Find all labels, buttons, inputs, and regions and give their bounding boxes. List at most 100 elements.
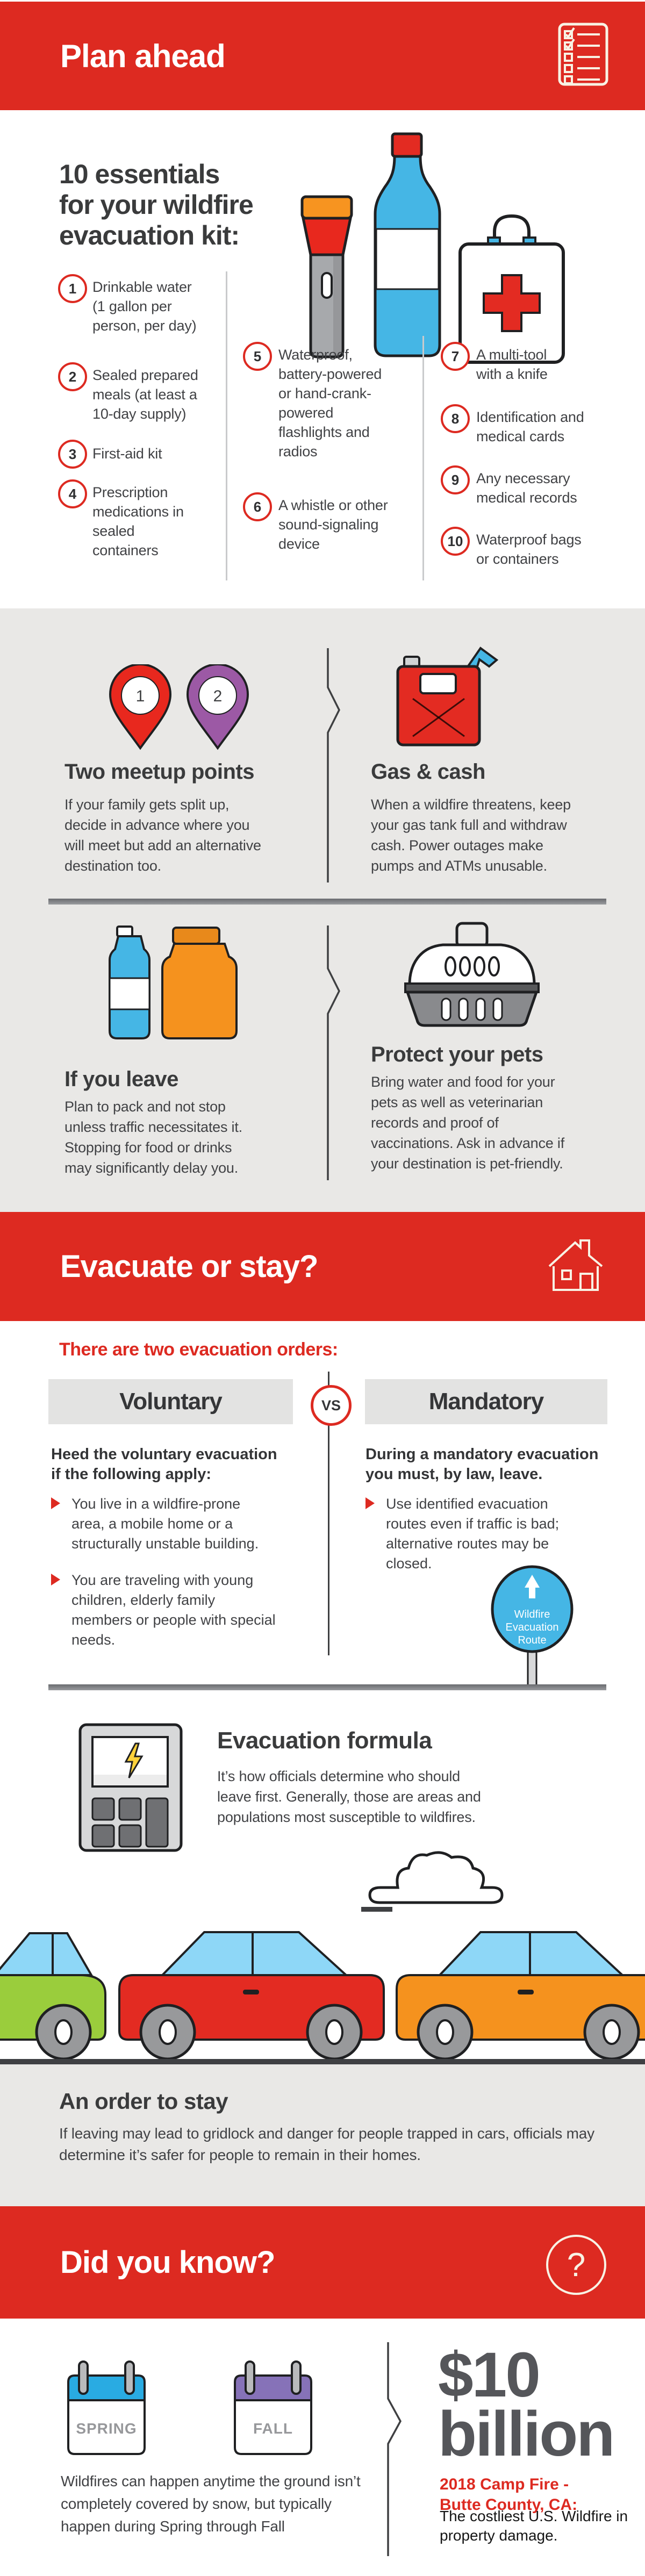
voluntary-bullet: You are traveling with young children, e… — [51, 1570, 277, 1650]
mandatory-bullet: Use identified evacuation routes even if… — [366, 1494, 584, 1574]
chevron-divider-icon — [387, 2342, 402, 2556]
evacuation-route-sign-icon: Wildfire Evacuation Route — [491, 1565, 574, 1687]
red-car-icon — [118, 1931, 385, 2059]
calendar-label: SPRING — [76, 2420, 137, 2437]
section-divider-bar — [48, 1684, 606, 1690]
essentials-title-line3: evacuation kit: — [59, 220, 240, 250]
item-number: 2 — [58, 362, 87, 391]
camp-fire-desc: The costliest U.S. Wildfire in property … — [440, 2508, 628, 2544]
item-number: 8 — [441, 404, 470, 433]
order-to-stay-body: If leaving may lead to gridlock and dang… — [59, 2125, 594, 2163]
item-number: 9 — [441, 465, 470, 494]
green-car-icon — [0, 1932, 106, 2059]
orange-car-icon — [396, 1931, 645, 2059]
essentials-title-line1: 10 essentials — [59, 159, 220, 189]
chevron-divider-icon — [327, 925, 340, 1180]
calendar-label: FALL — [253, 2420, 293, 2437]
if-you-leave-title: If you leave — [64, 1067, 178, 1091]
first-aid-kit-icon — [458, 214, 565, 364]
plan-ahead-banner — [0, 2, 645, 110]
item-text: Identification and medical cards — [476, 409, 584, 444]
meetup-title: Two meetup points — [64, 760, 254, 784]
formula-title: Evacuation formula — [217, 1727, 432, 1754]
vs-badge: VS — [311, 1385, 352, 1426]
bullet-arrow-icon — [51, 1574, 60, 1585]
did-you-know-title: Did you know? — [60, 2245, 275, 2280]
orders-divider-line — [328, 1372, 329, 1655]
order-to-stay-title: An order to stay — [59, 2089, 228, 2114]
did-you-know-banner — [0, 2206, 645, 2319]
pet-carrier-icon — [404, 922, 540, 1027]
item-number: 10 — [441, 527, 470, 556]
prepare-section-background — [0, 608, 645, 1212]
damage-amount: $10 billion — [438, 2340, 615, 2470]
order-to-stay-background — [0, 2064, 645, 2206]
item-text: Waterproof, battery-powered or hand-cran… — [278, 347, 382, 460]
house-icon — [548, 1239, 603, 1291]
road-line — [0, 2059, 645, 2064]
voluntary-label: Voluntary — [48, 1379, 293, 1424]
bullet-text: You live in a wildfire-prone area, a mob… — [71, 1496, 259, 1552]
voluntary-bullet: You live in a wildfire-prone area, a mob… — [51, 1494, 277, 1554]
essentials-title: 10 essentials for your wildfire evacuati… — [59, 159, 254, 251]
traffic-cars-illustration — [0, 1931, 645, 2059]
formula-body: It’s how officials determine who should … — [217, 1768, 481, 1825]
camp-fire-label: 2018 Camp Fire - Butte County, CA: — [440, 2475, 578, 2514]
sign-line: Evacuation — [506, 1621, 559, 1633]
bullet-arrow-icon — [51, 1497, 60, 1509]
item-number: 6 — [243, 492, 272, 521]
drinks-icons — [109, 925, 238, 1039]
item-text: Drinkable water (1 gallon per person, pe… — [92, 279, 197, 334]
mandatory-intro: During a mandatory evacuation you must, … — [366, 1446, 599, 1483]
gas-cash-title: Gas & cash — [371, 760, 485, 784]
bullet-text: Use identified evacuation routes even if… — [386, 1496, 560, 1572]
pets-title: Protect your pets — [371, 1043, 543, 1066]
damage-amount-line2: billion — [438, 2399, 615, 2470]
pets-body: Bring water and food for your pets as we… — [371, 1074, 565, 1172]
sign-line: Route — [518, 1634, 546, 1646]
essentials-title-line2: for your wildfire — [59, 190, 254, 220]
question-mark-icon: ? — [546, 2235, 606, 2295]
item-number: 7 — [441, 342, 470, 371]
map-pin-2-icon: 2 — [186, 664, 249, 750]
checklist-icon — [558, 23, 608, 86]
item-number: 4 — [58, 479, 87, 508]
spring-calendar-icon: SPRING — [67, 2360, 146, 2455]
gas-cash-body: When a wildfire threatens, keep your gas… — [371, 797, 571, 874]
calculator-icon — [78, 1723, 183, 1852]
section-divider-bar — [48, 899, 606, 905]
damage-amount-line1: $10 — [438, 2340, 541, 2410]
item-number: 5 — [243, 342, 272, 371]
item-text: Waterproof bags or containers — [476, 532, 582, 567]
essentials-divider-1 — [226, 271, 227, 580]
fall-calendar-icon: FALL — [234, 2360, 312, 2455]
exhaust-cloud-icon — [368, 1851, 504, 1904]
water-bottle-icon — [374, 132, 441, 357]
gas-can-icon — [396, 647, 499, 747]
evacuate-or-stay-title: Evacuate or stay? — [60, 1249, 318, 1284]
item-text: First-aid kit — [92, 446, 162, 462]
essentials-divider-2 — [422, 336, 424, 580]
bullet-arrow-icon — [366, 1497, 375, 1509]
pin-number: 1 — [136, 687, 145, 705]
item-text: A multi-tool with a knife — [476, 347, 548, 382]
orders-heading: There are two evacuation orders: — [59, 1339, 338, 1360]
item-text: Sealed prepared meals (at least a 10-day… — [92, 367, 198, 422]
pin-number: 2 — [213, 687, 223, 705]
evacuate-or-stay-banner — [0, 1212, 645, 1321]
map-pin-1-icon: 1 — [109, 664, 172, 750]
item-text: Prescription medications in sealed conta… — [92, 484, 184, 558]
meetup-body: If your family gets split up, decide in … — [64, 797, 261, 874]
plan-ahead-title: Plan ahead — [60, 38, 226, 74]
sign-line: Wildfire — [514, 1609, 550, 1620]
seasons-body: Wildfires can happen anytime the ground … — [61, 2473, 361, 2535]
juice-jug-icon — [161, 943, 238, 1039]
item-number: 3 — [58, 440, 87, 469]
if-you-leave-body: Plan to pack and not stop unless traffic… — [64, 1099, 242, 1176]
bullet-text: You are traveling with young children, e… — [71, 1572, 276, 1648]
item-text: A whistle or other sound-signaling devic… — [278, 497, 388, 552]
flashlight-icon — [300, 195, 353, 358]
exhaust-dash — [361, 1907, 392, 1912]
mandatory-label: Mandatory — [365, 1379, 607, 1424]
